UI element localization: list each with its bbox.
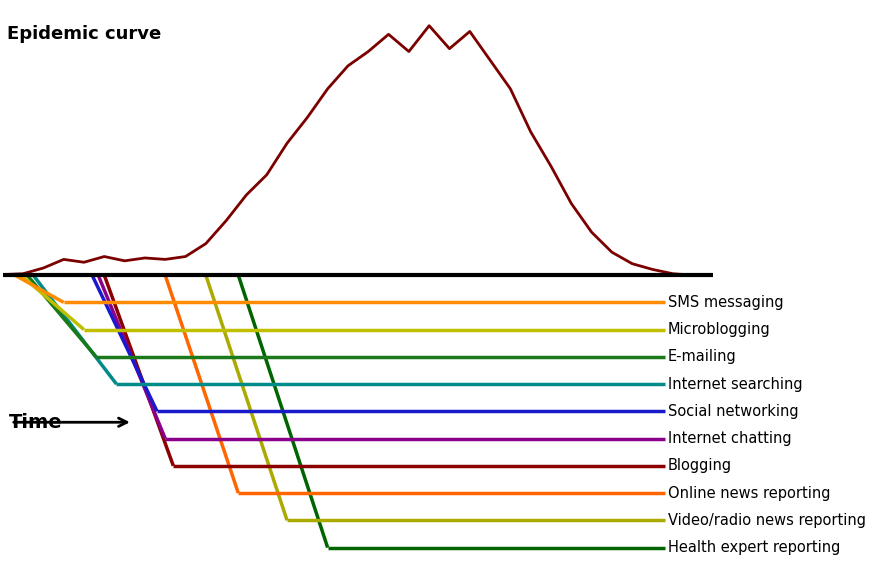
Text: Microblogging: Microblogging	[668, 322, 771, 337]
Text: E-mailing: E-mailing	[668, 349, 737, 364]
Text: Social networking: Social networking	[668, 404, 799, 419]
Text: Internet searching: Internet searching	[668, 376, 802, 391]
Text: Epidemic curve: Epidemic curve	[7, 24, 161, 43]
Text: Online news reporting: Online news reporting	[668, 486, 830, 501]
Text: Blogging: Blogging	[668, 459, 732, 474]
Text: Time: Time	[9, 413, 63, 432]
Text: Health expert reporting: Health expert reporting	[668, 540, 841, 555]
Text: Video/radio news reporting: Video/radio news reporting	[668, 513, 866, 528]
Text: SMS messaging: SMS messaging	[668, 295, 784, 310]
Text: Internet chatting: Internet chatting	[668, 431, 792, 446]
